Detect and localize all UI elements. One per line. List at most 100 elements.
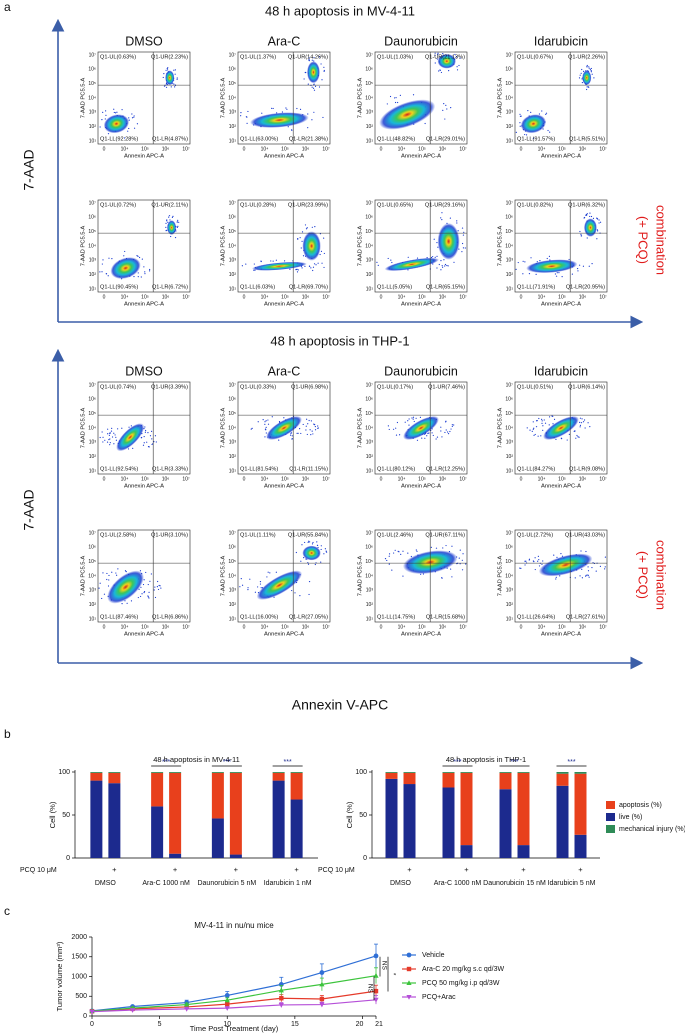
quadrant-label: Q1-LL(91.57%): [517, 136, 555, 142]
event-dot: [281, 111, 284, 113]
event-dot: [289, 434, 292, 436]
flow-y-label: 7-AAD PC5.5-A: [221, 226, 227, 267]
event-dot: [402, 550, 404, 552]
event-dot: [101, 431, 103, 433]
bar-segment: [108, 772, 121, 784]
event-dot: [305, 425, 307, 427]
quadrant-label: Q1-UR(3.39%): [151, 384, 188, 390]
event-dot: [388, 563, 390, 565]
event-dot: [580, 422, 583, 424]
event-dot: [174, 86, 176, 88]
group-label: Ara-C 1000 nM: [434, 880, 482, 887]
event-dot: [170, 235, 172, 238]
event-dot: [393, 97, 396, 99]
event-dot: [137, 276, 139, 278]
event-dot: [318, 56, 321, 58]
event-dot: [178, 221, 180, 223]
event-dot: [176, 78, 178, 80]
event-dot: [318, 86, 321, 88]
density-cloud: [116, 423, 145, 452]
event-dot: [267, 419, 269, 421]
event-dot: [436, 241, 438, 244]
event-dot: [102, 441, 104, 443]
column-title: DMSO: [125, 34, 163, 48]
event-dot: [98, 587, 100, 589]
event-dot: [128, 117, 130, 119]
flow-y-tick: 10³: [229, 258, 237, 264]
group-label: Idarubicin 5 nM: [548, 880, 596, 887]
event-dot: [456, 66, 458, 68]
event-dot: [524, 133, 526, 136]
event-dot: [107, 585, 110, 587]
event-dot: [139, 570, 142, 572]
event-dot: [553, 554, 555, 556]
density-cloud: [302, 545, 321, 561]
event-dot: [536, 261, 538, 263]
event-dot: [533, 427, 535, 429]
flow-x-tick: 0: [243, 146, 246, 152]
flow-x-label: Annexin APC-A: [541, 484, 581, 490]
flow-y-tick: 10¹: [506, 138, 514, 144]
density-cloud: [584, 218, 597, 237]
event-dot: [441, 436, 443, 438]
event-dot: [114, 112, 117, 114]
event-dot: [150, 430, 153, 432]
flow-x-tick: 10⁷: [322, 146, 330, 152]
event-dot: [306, 227, 308, 229]
event-dot: [144, 426, 146, 428]
event-dot: [459, 57, 461, 59]
flow-y-label: 7-AAD PC5.5-A: [358, 556, 364, 597]
quadrant-label: Q1-UR(55.84%): [288, 532, 328, 538]
event-dot: [392, 428, 395, 430]
event-dot: [529, 429, 531, 431]
pcq-mark: +: [578, 865, 583, 874]
density-cloud: [167, 220, 177, 235]
flow-x-label: Annexin APC-A: [401, 154, 441, 160]
bar-segment: [385, 772, 398, 779]
event-dot: [434, 256, 436, 258]
event-dot: [247, 588, 249, 591]
x-tick-label: 5: [158, 1021, 162, 1028]
event-dot: [535, 426, 538, 428]
event-dot: [590, 67, 592, 70]
event-dot: [301, 544, 303, 546]
data-point: [373, 988, 379, 994]
quadrant-label: Q1-LR(6.72%): [152, 284, 188, 290]
data-point: [319, 970, 325, 975]
flow-y-tick: 10³: [366, 440, 374, 446]
event-dot: [148, 270, 151, 272]
event-dot: [297, 432, 299, 434]
event-dot: [515, 131, 517, 133]
y-axis-label: Cell (%): [345, 801, 354, 828]
event-dot: [310, 420, 312, 422]
density-cloud: [256, 570, 303, 600]
quadrant-label: Q1-UL(1.11%): [240, 532, 276, 538]
quadrant-label: Q1-UL(2.72%): [517, 532, 553, 538]
event-dot: [539, 260, 541, 262]
event-dot: [149, 435, 152, 437]
event-dot: [443, 103, 445, 105]
flow-y-tick: 10⁷: [89, 200, 97, 206]
event-dot: [143, 590, 146, 593]
event-dot: [400, 553, 402, 555]
event-dot: [451, 576, 453, 578]
bar-segment: [108, 783, 121, 858]
bar-segment: [460, 772, 473, 773]
x-tick-label: 15: [291, 1021, 299, 1028]
event-dot: [430, 546, 432, 548]
flow-x-tick: 10⁴: [398, 624, 406, 630]
event-dot: [269, 572, 271, 574]
flow-x-tick: 10⁶: [439, 294, 447, 300]
axis-label: Annexin V-APC: [292, 697, 389, 713]
event-dot: [162, 76, 164, 79]
event-dot: [297, 269, 299, 271]
data-point: [224, 997, 230, 1003]
legend-label: apoptosis (%): [619, 802, 662, 809]
event-dot: [588, 265, 590, 267]
event-dot: [413, 420, 415, 423]
event-dot: [534, 568, 536, 571]
event-dot: [397, 550, 399, 552]
event-dot: [528, 558, 531, 560]
flow-y-tick: 10²: [366, 602, 374, 608]
event-dot: [313, 111, 315, 113]
